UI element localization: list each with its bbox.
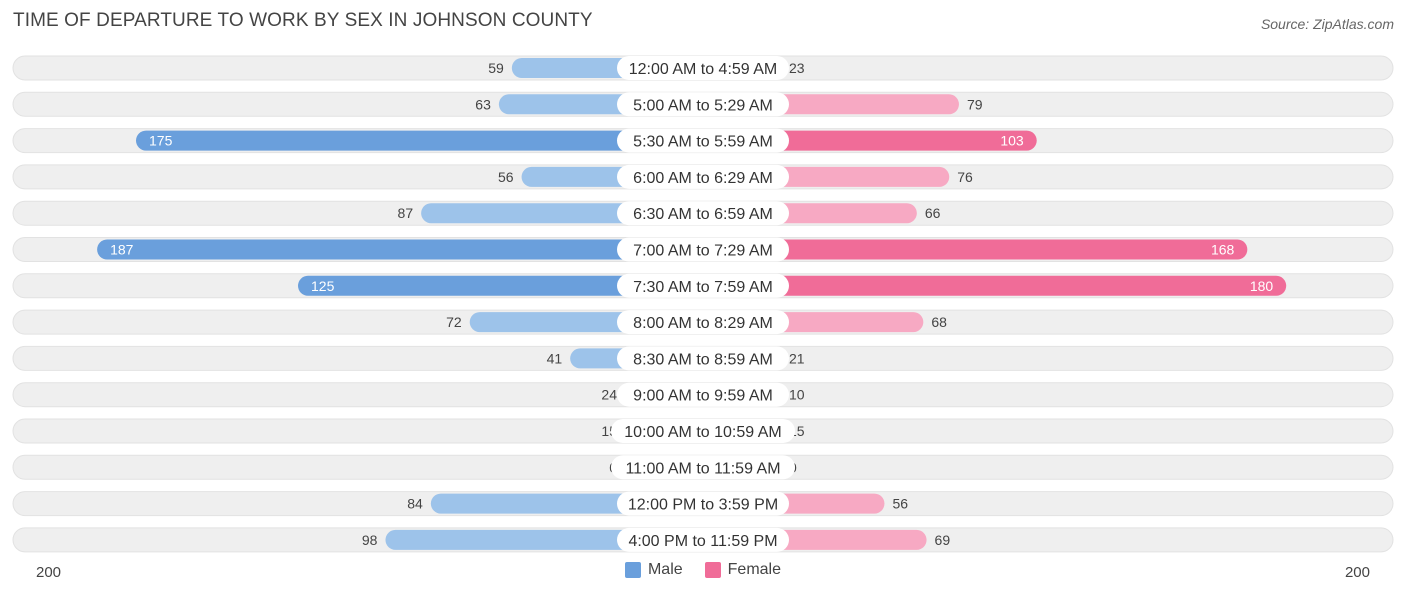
data-label-female: 79 (967, 96, 983, 112)
data-label-male: 63 (475, 96, 491, 112)
category-label: 8:00 AM to 8:29 AM (633, 315, 773, 332)
bar-female (703, 275, 1287, 296)
data-label-female: 56 (892, 496, 908, 512)
axis-label-right: 200 (1345, 564, 1370, 581)
data-label-female: 180 (1250, 278, 1274, 294)
data-label-female: 168 (1211, 242, 1235, 258)
bar-male (97, 239, 704, 260)
data-label-male: 72 (446, 314, 462, 330)
category-pill (617, 237, 789, 262)
category-pill (617, 56, 789, 80)
legend-swatch-male (624, 562, 641, 578)
legend-label-female: Female (727, 561, 782, 578)
bar-female (703, 239, 1248, 260)
category-label: 6:30 AM to 6:59 AM (633, 206, 773, 223)
data-label-female: 103 (1000, 133, 1024, 149)
category-label: 9:00 AM to 9:59 AM (633, 388, 773, 405)
data-label-female: 68 (931, 314, 947, 330)
category-pill (611, 455, 795, 480)
legend-label-male: Male (647, 561, 683, 578)
category-label: 5:30 AM to 5:59 AM (633, 134, 773, 151)
category-pill (617, 164, 789, 189)
data-label-male: 56 (498, 169, 514, 185)
category-label: 7:30 AM to 7:59 AM (633, 279, 773, 296)
data-label-female: 21 (789, 350, 805, 366)
source-label: Source: ZipAtlas.com (1260, 16, 1394, 32)
data-label-male: 59 (488, 60, 504, 76)
category-pill (617, 92, 789, 117)
category-label: 12:00 AM to 4:59 AM (629, 61, 778, 78)
legend-item-male[interactable]: Male (624, 561, 683, 579)
data-label-female: 10 (789, 387, 805, 403)
data-label-male: 125 (311, 278, 335, 294)
category-label: 6:00 AM to 6:29 AM (633, 170, 773, 187)
category-label: 4:00 PM to 11:59 PM (628, 533, 777, 550)
data-label-male: 24 (601, 387, 617, 403)
category-pill (611, 419, 795, 443)
data-label-male: 98 (362, 532, 378, 548)
data-label-female: 76 (957, 169, 973, 185)
data-label-female: 23 (789, 60, 805, 76)
data-label-male: 87 (398, 205, 414, 221)
axis-label-left: 200 (36, 564, 61, 581)
category-pill (617, 382, 789, 407)
legend: Male Female (0, 561, 1406, 579)
chart-title: TIME OF DEPARTURE TO WORK BY SEX IN JOHN… (13, 10, 593, 31)
category-pill (617, 527, 789, 552)
data-label-female: 66 (925, 205, 941, 221)
legend-swatch-female (704, 562, 721, 578)
legend-item-female[interactable]: Female (704, 561, 782, 579)
bar-male (136, 130, 703, 151)
data-label-male: 175 (149, 133, 173, 149)
category-label: 5:00 AM to 5:29 AM (633, 97, 773, 114)
bar-male (298, 275, 703, 296)
data-label-male: 84 (407, 496, 423, 512)
category-pill (617, 491, 789, 516)
category-pill (617, 346, 789, 371)
category-pill (617, 201, 789, 226)
category-label: 11:00 AM to 11:59 AM (625, 460, 780, 477)
category-pill (617, 273, 789, 298)
data-label-male: 41 (547, 350, 563, 366)
data-label-female: 69 (935, 532, 951, 548)
data-label-male: 187 (110, 242, 134, 258)
category-pill (617, 128, 789, 153)
category-pill (617, 310, 789, 335)
category-label: 12:00 PM to 3:59 PM (628, 497, 778, 514)
category-label: 10:00 AM to 10:59 AM (624, 424, 781, 441)
category-label: 7:00 AM to 7:29 AM (633, 243, 773, 260)
category-label: 8:30 AM to 8:59 AM (633, 351, 773, 368)
